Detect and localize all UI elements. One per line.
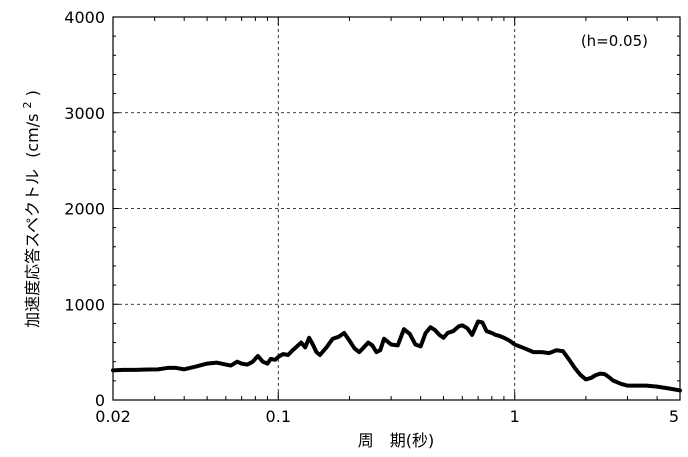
y-axis-label-sup: 2 [21,101,34,108]
y-tick-label: 0 [95,391,105,410]
x-tick-label: 0.1 [266,407,291,426]
tick-marks [112,16,681,401]
y-tick-label: 2000 [64,200,105,219]
y-tick-label: 1000 [64,295,105,314]
y-tick-label: 3000 [64,104,105,123]
y-axis-label-close: ) [23,90,42,96]
x-tick-label: 1 [510,407,520,426]
damping-annotation: (h=0.05) [581,32,648,50]
spectrum-line [111,319,682,393]
y-axis-label-unit: (cm/s [23,114,42,158]
x-tick-labels: 0.02 0.1 1 5 [95,407,679,426]
x-axis-label: 周 期(秒) [358,431,435,450]
y-tick-label: 4000 [64,8,105,27]
y-axis-label: 加速度応答スペクトル (cm/s 2 ) [16,90,42,328]
y-axis-label-main: 加速度応答スペクトル [23,169,42,328]
gridlines [113,17,680,400]
x-tick-label: 0.02 [95,407,131,426]
x-tick-label: 5 [669,407,679,426]
y-tick-labels: 0 1000 2000 3000 4000 [64,8,105,410]
